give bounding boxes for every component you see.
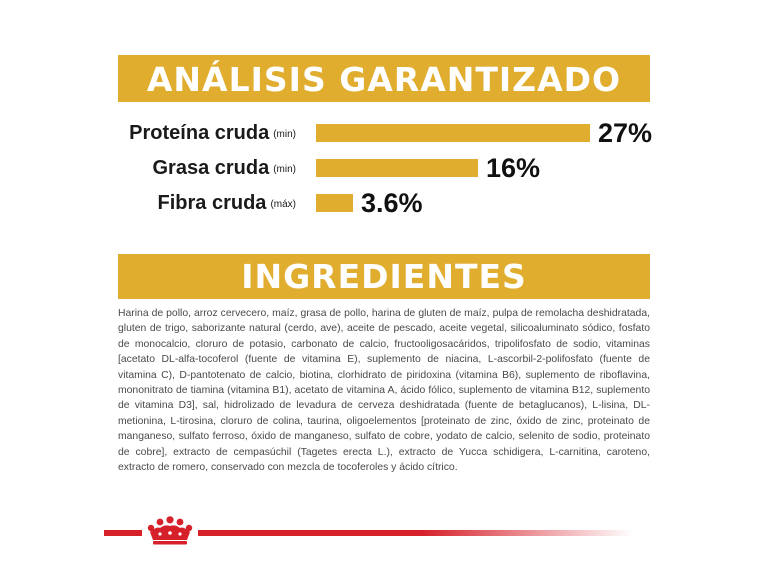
ingredients-title: INGREDIENTES xyxy=(241,257,527,296)
nutrient-label: Fibra cruda (máx) xyxy=(158,188,296,218)
nutrient-label: Grasa cruda (min) xyxy=(152,153,296,183)
nutrient-bar xyxy=(316,194,353,212)
nutrient-value: 3.6% xyxy=(361,188,423,218)
nutrient-qualifier: (min) xyxy=(273,163,296,175)
analysis-banner: ANÁLISIS GARANTIZADO xyxy=(118,55,650,102)
nutrient-name: Grasa cruda xyxy=(152,157,270,179)
analysis-title: ANÁLISIS GARANTIZADO xyxy=(146,60,622,99)
ingredients-list: Harina de pollo, arroz cervecero, maíz, … xyxy=(118,308,650,474)
nutrient-row-fat: Grasa cruda (min) 16% xyxy=(0,153,776,183)
nutrient-name: Proteína cruda xyxy=(129,122,270,144)
footer-divider xyxy=(104,530,634,536)
nutrient-bar xyxy=(316,159,478,177)
crown-icon xyxy=(142,514,198,548)
nutrient-row-fiber: Fibra cruda (máx) 3.6% xyxy=(0,188,776,218)
nutrient-value: 16% xyxy=(486,153,541,183)
nutrient-label: Proteína cruda (min) xyxy=(129,118,296,148)
nutrient-bar xyxy=(316,124,590,142)
nutrient-qualifier: (máx) xyxy=(270,198,296,210)
nutrient-name: Fibra cruda xyxy=(157,192,267,214)
ingredients-banner: INGREDIENTES xyxy=(118,254,650,299)
nutrient-row-protein: Proteína cruda (min) 27% xyxy=(0,118,776,148)
nutrient-value: 27% xyxy=(598,118,653,148)
nutrient-qualifier: (min) xyxy=(273,128,296,140)
